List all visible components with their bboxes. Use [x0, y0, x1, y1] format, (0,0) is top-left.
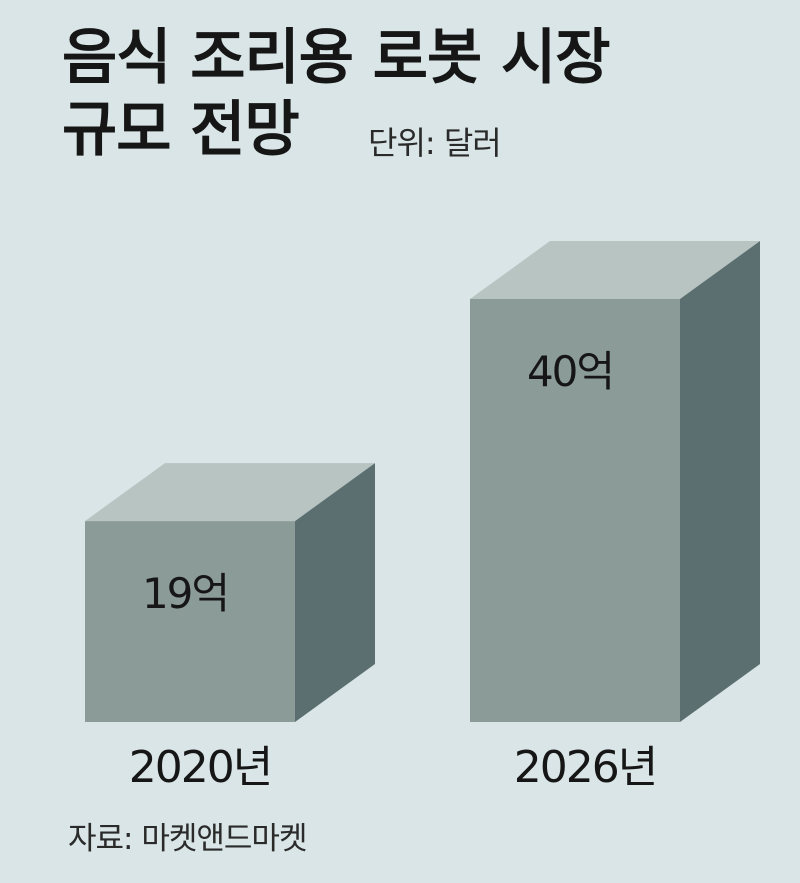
source-label: 자료: 마켓앤드마켓	[68, 821, 307, 857]
value-label: 40억	[527, 347, 613, 396]
bar-front-face	[85, 521, 295, 722]
bar-top-face	[85, 463, 375, 522]
chart-title: 음식 조리용 로봇 시장 규모 전망	[62, 22, 610, 166]
bar-front-face	[470, 299, 680, 722]
bar-top-face	[470, 241, 760, 299]
bar-1: 40억 2026년	[470, 241, 760, 793]
value-label: 19억	[142, 569, 228, 618]
unit-label: 단위: 달러	[368, 124, 502, 162]
category-label: 2020년	[129, 742, 271, 793]
bar-side-face	[680, 241, 760, 722]
title-line-2: 규모 전망	[62, 95, 300, 165]
category-label: 2026년	[514, 742, 656, 793]
bar-side-face	[295, 463, 375, 722]
title-line-1: 음식 조리용 로봇 시장	[62, 23, 610, 93]
bar-0: 19억 2020년	[85, 463, 375, 793]
